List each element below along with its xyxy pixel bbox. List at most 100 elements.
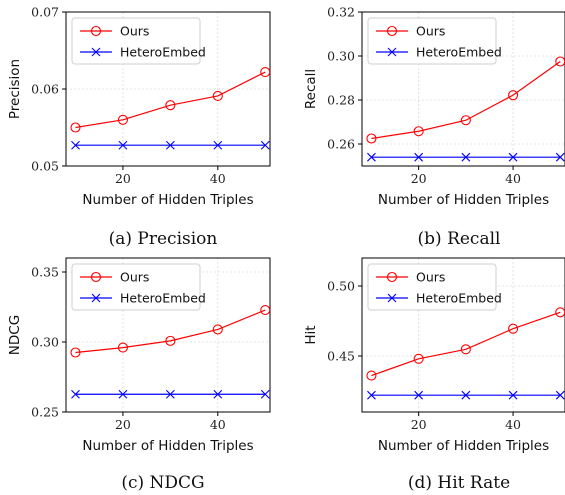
x-axis-label: Number of Hidden Triples — [378, 438, 549, 454]
y-tick-label: 0.45 — [327, 349, 355, 364]
data-point — [117, 114, 128, 125]
data-point — [70, 122, 81, 133]
legend: Ours HeteroEmbed — [367, 17, 502, 65]
chart-panel-2: 20 40 0.26 0.28 0.30 0.32 Number of Hidden Tri… — [303, 5, 565, 249]
data-point — [165, 335, 176, 346]
panel-caption: (c) NDCG — [121, 473, 204, 493]
series-line — [371, 311, 561, 377]
legend-entry-label: Ours — [120, 24, 149, 39]
legend-marker — [90, 271, 102, 283]
data-point — [71, 389, 80, 399]
y-tick-label: 0.25 — [31, 405, 59, 420]
data-point — [165, 140, 175, 150]
series-ours — [70, 67, 271, 133]
y-tick-label: 0.32 — [327, 5, 355, 20]
x-axis-label: Number of Hidden Triples — [82, 192, 253, 208]
legend-marker — [91, 47, 101, 57]
data-point — [165, 100, 176, 111]
plot-frame — [361, 257, 565, 413]
data-point — [260, 305, 271, 316]
data-point — [508, 90, 519, 101]
series-ours — [366, 56, 565, 144]
data-point — [366, 133, 377, 144]
series-line — [75, 309, 266, 354]
y-tick-label: 0.30 — [327, 49, 355, 64]
data-point — [413, 126, 424, 137]
legend-marker — [387, 293, 397, 303]
x-tick-label: 40 — [505, 417, 521, 432]
data-point — [461, 390, 471, 400]
legend: Ours HeteroEmbed — [367, 263, 502, 311]
data-point — [117, 342, 128, 353]
x-axis-label: Number of Hidden Triples — [378, 192, 549, 208]
data-point — [70, 347, 81, 358]
legend-marker — [90, 25, 102, 37]
chart-panel-4: 20 40 0.45 0.50 Number of Hidden Triples Hit O… — [303, 257, 565, 493]
data-point — [213, 389, 223, 399]
data-point — [413, 353, 424, 364]
legend-entry-label: Ours — [416, 270, 445, 285]
data-point — [260, 389, 270, 399]
data-point — [165, 389, 175, 399]
y-axis-label: NDCG — [7, 315, 23, 355]
series-line — [75, 71, 266, 129]
data-point — [367, 390, 376, 400]
x-tick-label: 40 — [210, 171, 226, 186]
x-tick-label: 20 — [411, 417, 427, 432]
data-point — [213, 140, 223, 150]
data-point — [118, 389, 128, 399]
legend-marker — [386, 271, 398, 283]
plot-frame — [65, 257, 271, 413]
y-tick-label: 0.05 — [31, 159, 59, 174]
panel-caption: (b) Recall — [418, 229, 501, 249]
y-axis-label: Precision — [7, 59, 23, 119]
data-point — [367, 152, 376, 162]
data-point — [212, 324, 223, 335]
data-point — [508, 390, 518, 400]
y-tick-label: 0.35 — [31, 265, 59, 280]
x-tick-label: 40 — [505, 171, 521, 186]
chart-panel-3: 20 40 0.25 0.30 0.35 Number of Hidden Triples… — [7, 257, 271, 493]
series-ours — [70, 305, 271, 358]
legend-entry-label: Ours — [120, 270, 149, 285]
data-point — [71, 140, 80, 150]
data-point — [260, 67, 271, 78]
legend-marker — [386, 25, 398, 37]
data-point — [212, 90, 223, 101]
data-point — [414, 390, 424, 400]
y-tick-label: 0.28 — [327, 93, 355, 108]
data-point — [366, 370, 377, 381]
legend: Ours HeteroEmbed — [71, 263, 206, 311]
data-point — [508, 152, 518, 162]
data-point — [461, 152, 471, 162]
x-tick-label: 20 — [411, 171, 427, 186]
legend-entry-label: HeteroEmbed — [120, 291, 206, 306]
data-point — [555, 152, 565, 162]
legend-marker — [387, 47, 397, 57]
legend-entry-label: HeteroEmbed — [416, 45, 502, 60]
data-point — [508, 323, 519, 334]
y-tick-label: 0.30 — [31, 335, 59, 350]
legend: Ours HeteroEmbed — [71, 17, 206, 65]
series-heteroembed — [367, 390, 565, 400]
data-point — [460, 115, 471, 126]
x-axis-label: Number of Hidden Triples — [82, 438, 253, 454]
legend-entry-label: HeteroEmbed — [416, 291, 502, 306]
data-point — [118, 140, 128, 150]
y-tick-label: 0.06 — [31, 82, 59, 97]
data-point — [260, 140, 270, 150]
series-ours — [366, 307, 565, 381]
y-axis-label: Recall — [303, 69, 319, 109]
data-point — [414, 152, 424, 162]
legend-entry-label: HeteroEmbed — [120, 45, 206, 60]
y-axis-label: Hit — [303, 325, 319, 344]
x-tick-label: 20 — [115, 417, 131, 432]
panel-caption: (a) Precision — [109, 229, 218, 249]
series-heteroembed — [71, 389, 270, 399]
x-tick-label: 20 — [115, 171, 131, 186]
panel-caption: (d) Hit Rate — [408, 473, 510, 493]
y-tick-label: 0.07 — [31, 5, 59, 20]
y-tick-label: 0.26 — [327, 137, 355, 152]
data-point — [460, 344, 471, 355]
